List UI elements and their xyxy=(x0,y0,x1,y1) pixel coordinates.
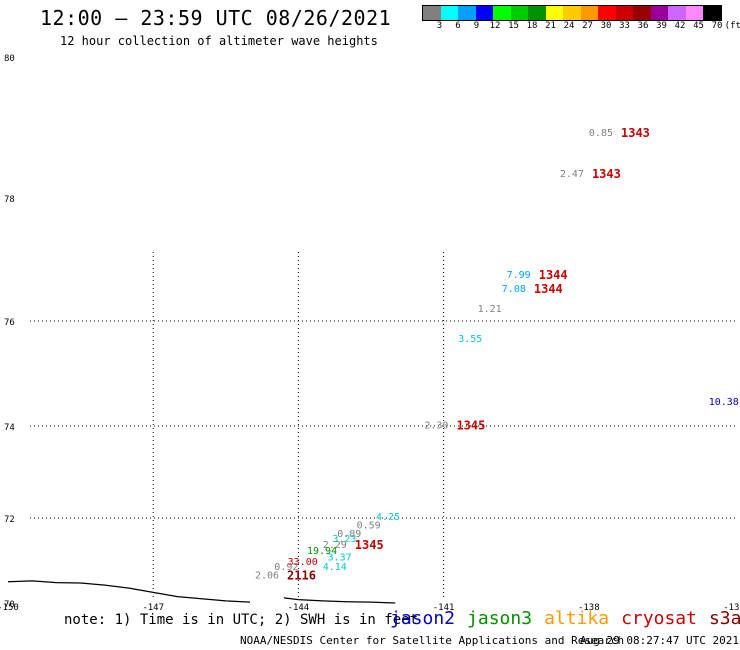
legend-label: 12 xyxy=(489,21,501,31)
satellite-jason3: jason3 xyxy=(467,608,533,629)
legend-label: 45 xyxy=(693,21,704,31)
y-tick-label: 76 xyxy=(4,318,15,328)
legend-swatch xyxy=(528,6,546,20)
time-label: 1343 xyxy=(621,126,650,140)
swh-label: 2.06 xyxy=(255,570,279,581)
legend-label: 6 xyxy=(455,21,461,31)
legend-swatch xyxy=(598,6,616,20)
swh-label: 4.14 xyxy=(323,562,347,573)
time-label: 1345 xyxy=(456,418,485,432)
x-tick-label: -135 xyxy=(723,603,740,613)
coastline xyxy=(283,597,396,604)
swh-label: 0.59 xyxy=(357,521,381,532)
x-tick-label: -141 xyxy=(433,603,455,613)
coastline xyxy=(7,580,251,603)
swh-label: 2.30 xyxy=(424,420,448,431)
swh-label: 7.99 xyxy=(507,270,531,281)
time-label: 2116 xyxy=(287,568,316,582)
legend-swatch xyxy=(615,6,633,20)
legend-swatch xyxy=(545,6,563,20)
satellite-cryosat: cryosat xyxy=(621,608,697,629)
chart-title: 12:00 – 23:59 UTC 08/26/2021 xyxy=(40,6,392,30)
footer-timestamp: Aug 29 08:27:47 UTC 2021 xyxy=(580,634,739,647)
color-legend-bar xyxy=(422,5,722,21)
legend-swatch xyxy=(633,6,651,20)
legend-swatch xyxy=(510,6,528,20)
legend-label: 70 xyxy=(711,21,723,31)
swh-label: 2.29 xyxy=(323,540,347,551)
time-label: 1344 xyxy=(539,268,568,282)
legend-label: 9 xyxy=(473,21,480,31)
legend-swatch xyxy=(668,6,686,20)
legend-swatch xyxy=(580,6,598,20)
y-tick-label: 72 xyxy=(4,515,15,525)
legend-swatch xyxy=(493,6,511,20)
time-label: 1343 xyxy=(592,167,621,181)
swh-label: 2.47 xyxy=(560,169,584,180)
note-text: note: 1) Time is in UTC; 2) SWH is in fe… xyxy=(64,612,419,628)
legend-label: 33 xyxy=(619,21,630,31)
time-label: 1344 xyxy=(534,282,563,296)
legend-label: 36 xyxy=(637,21,649,31)
swh-label: 3.55 xyxy=(458,334,482,345)
legend-label: 3 xyxy=(436,21,443,31)
chart-subtitle: 12 hour collection of altimeter wave hei… xyxy=(60,34,378,48)
legend-swatch xyxy=(423,6,441,20)
legend-label: 30 xyxy=(600,21,612,31)
legend-swatch xyxy=(685,6,703,20)
legend-swatch xyxy=(475,6,493,20)
swh-label: 19.94 xyxy=(307,546,337,557)
swh-label: 0.89 xyxy=(337,529,361,540)
y-tick-label: 74 xyxy=(4,423,15,433)
satellite-altika: altika xyxy=(544,608,610,629)
legend-label: 27 xyxy=(582,21,593,31)
legend-swatch xyxy=(563,6,581,20)
x-tick-label: -147 xyxy=(142,603,164,613)
swh-label: 0.85 xyxy=(589,128,613,139)
y-tick-label: 80 xyxy=(4,54,15,64)
swh-label: 4.25 xyxy=(376,512,400,523)
x-tick-label: -138 xyxy=(578,603,600,613)
legend-label: 24 xyxy=(563,21,575,31)
satellite-s3a: s3a xyxy=(708,608,740,629)
footer-credit: NOAA/NESDIS Center for Satellite Applica… xyxy=(240,634,625,647)
legend-label: 21 xyxy=(545,21,556,31)
swh-label: 33.00 xyxy=(288,557,318,568)
legend-label: 18 xyxy=(526,21,538,31)
swh-label: 7.08 xyxy=(502,284,526,295)
swh-label: 3.23 xyxy=(332,534,356,545)
y-tick-label: 78 xyxy=(4,195,15,205)
swh-label: 10.38 xyxy=(709,397,739,408)
time-label: 1345 xyxy=(355,538,384,552)
legend-label: 42 xyxy=(674,21,686,31)
y-tick-label: 70 xyxy=(4,600,15,610)
legend-swatch xyxy=(440,6,458,20)
swh-label: 0.92 xyxy=(274,562,298,573)
legend-swatch xyxy=(650,6,668,20)
x-tick-label: -144 xyxy=(288,603,310,613)
satellite-legend: jason2 jason3 altika cryosat s3a xyxy=(390,608,740,629)
legend-label: 39 xyxy=(656,21,667,31)
swh-label: 1.21 xyxy=(478,304,502,315)
legend-swatch xyxy=(458,6,476,20)
swh-label: 3.37 xyxy=(328,553,352,564)
legend-label: (ft) xyxy=(724,21,740,31)
satellite-jason2: jason2 xyxy=(390,608,456,629)
legend-swatch xyxy=(703,6,721,20)
x-tick-label: -150 xyxy=(0,603,19,613)
legend-label: 15 xyxy=(508,21,519,31)
